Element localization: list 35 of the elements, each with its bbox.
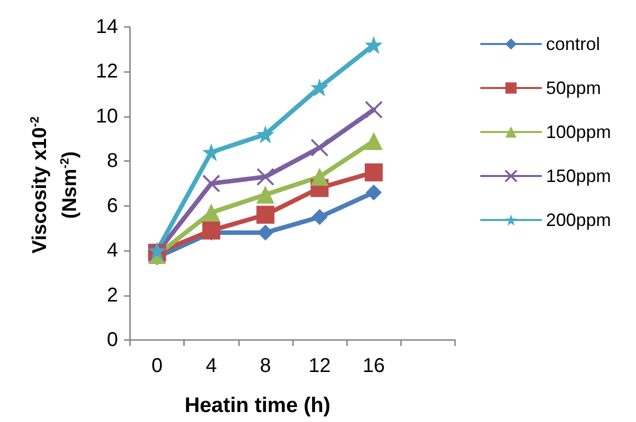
y-tick-label: 6 (106, 194, 118, 217)
x-tick-label: 0 (152, 355, 163, 377)
legend-label: control (546, 34, 600, 54)
point (310, 138, 329, 157)
point (366, 184, 382, 200)
point (364, 100, 383, 119)
point (364, 132, 383, 150)
point (310, 78, 329, 96)
x-tick-label: 4 (206, 355, 217, 377)
legend-label: 150ppm (546, 166, 612, 186)
y-tick-label: 12 (96, 60, 118, 83)
y-tick-label: 8 (106, 150, 118, 172)
point (364, 163, 383, 182)
y-tick-label: 10 (96, 105, 118, 128)
y-tick-label: 0 (106, 329, 118, 351)
x-tick-label: 16 (362, 355, 385, 377)
point (364, 36, 383, 54)
point (256, 206, 274, 224)
legend-label: 200ppm (546, 210, 612, 230)
x-tick-label: 12 (308, 355, 331, 377)
point (202, 221, 220, 240)
point (202, 204, 220, 222)
legend-label: 100ppm (546, 122, 612, 142)
point (310, 168, 329, 186)
x-tick-label: 8 (260, 355, 271, 377)
y-tick-label: 2 (106, 284, 118, 306)
point (256, 186, 274, 204)
legend-label: 50ppm (546, 78, 602, 98)
point (256, 168, 274, 186)
point (202, 174, 220, 192)
y-tick-label: 4 (106, 240, 118, 262)
y-tick-label: 14 (96, 16, 118, 38)
point (256, 125, 274, 144)
x-axis-title: Heatin time (h) (184, 394, 330, 417)
point (312, 209, 328, 226)
